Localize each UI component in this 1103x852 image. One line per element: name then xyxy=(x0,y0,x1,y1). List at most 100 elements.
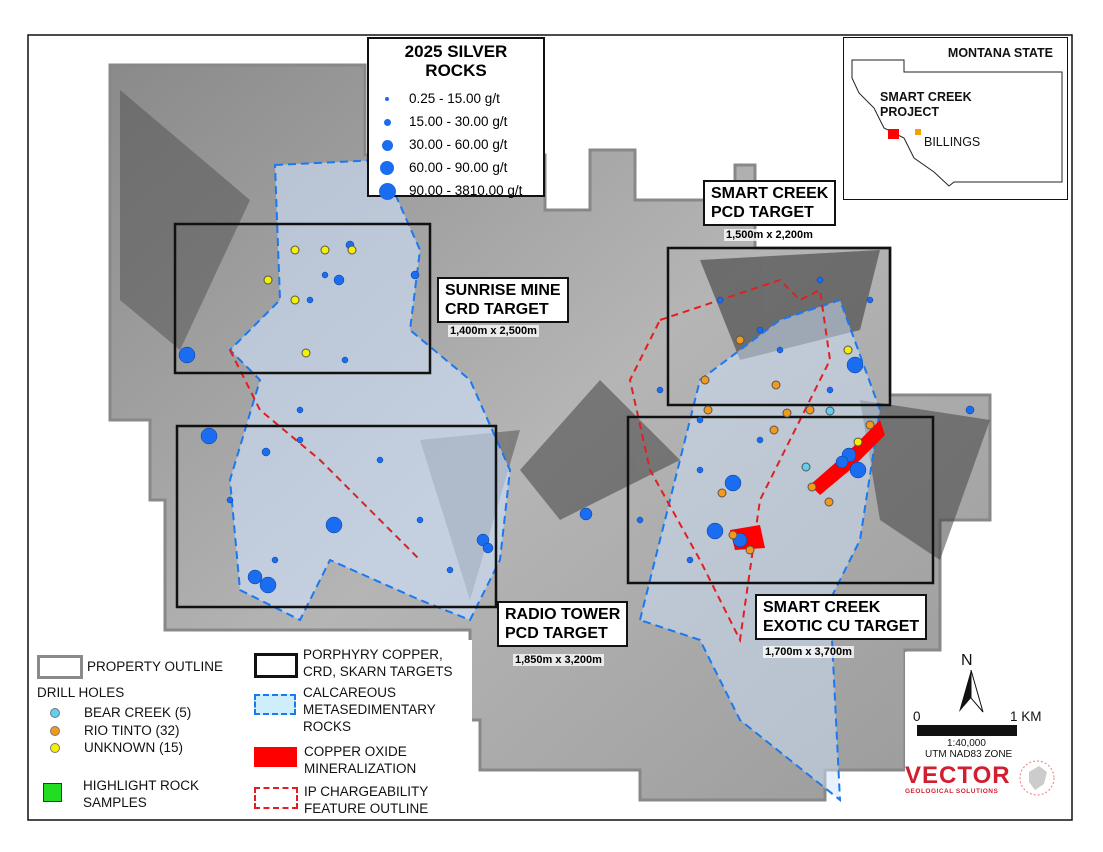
legend-unknown: UNKNOWN (15) xyxy=(84,740,184,755)
drill-hole-unknown xyxy=(853,437,863,447)
silver-class-symbol xyxy=(383,118,391,126)
target-label-radio-tower: RADIO TOWER PCD TARGET xyxy=(497,601,629,647)
silver-rock-sample xyxy=(482,542,494,554)
silver-class-row: 0.25 - 15.00 g/t xyxy=(369,89,543,109)
drill-hole-unknown xyxy=(290,245,300,255)
target-size-smart-creek-pcd: 1,500m x 2,200m xyxy=(724,229,815,241)
ip-chargeability-outline xyxy=(229,349,421,561)
target-label-smart-creek-exotic: SMART CREEK EXOTIC CU TARGET xyxy=(755,594,928,640)
silver-rock-sample xyxy=(756,326,764,334)
target-box-smart-creek-exotic xyxy=(626,415,935,585)
silver-class-row: 30.00 - 60.00 g/t xyxy=(369,135,543,155)
silver-legend-title: 2025 SILVER ROCKS xyxy=(404,42,508,80)
legend-targets: PORPHYRY COPPER, CRD, SKARN TARGETS xyxy=(303,647,453,679)
inset-map: MONTANA STATE SMART CREEK PROJECT BILLIN… xyxy=(843,37,1068,200)
drill-hole-unknown xyxy=(301,348,311,358)
silver-rock-sample xyxy=(476,533,490,547)
ip-swatch xyxy=(254,787,298,809)
silver-class-row: 90.00 - 3810.00 g/t xyxy=(369,181,543,201)
silver-rock-sample xyxy=(416,516,424,524)
target-label-sunrise: SUNRISE MINE CRD TARGET xyxy=(437,277,569,323)
scale-one-km: 1 KM xyxy=(1010,709,1042,724)
drill-hole-rio-tinto xyxy=(865,420,875,430)
silver-rock-sample xyxy=(716,296,724,304)
silver-legend: 2025 SILVER ROCKS 0.25 - 15.00 g/t 15.00 … xyxy=(367,37,545,200)
legend-property-outline: PROPERTY OUTLINE xyxy=(87,659,224,674)
silver-rock-sample xyxy=(756,436,764,444)
drill-hole-rio-tinto xyxy=(782,408,792,418)
silver-rock-sample xyxy=(579,507,593,521)
rio-tinto-swatch xyxy=(50,726,60,736)
highlight-swatch xyxy=(43,783,62,802)
target-size-smart-creek-exotic: 1,700m x 3,700m xyxy=(763,646,854,658)
silver-rock-sample xyxy=(296,406,304,414)
targets-swatch xyxy=(254,653,298,678)
silver-rock-sample xyxy=(271,556,279,564)
calcareous-rocks-area xyxy=(228,158,512,622)
drill-hole-bear-creek xyxy=(825,406,835,416)
silver-rock-sample xyxy=(446,566,454,574)
montana-outline xyxy=(851,59,1063,187)
silver-rock-sample xyxy=(247,569,263,585)
scale-ratio: 1:40,000 xyxy=(947,738,986,749)
silver-rock-sample xyxy=(333,274,345,286)
silver-rock-sample xyxy=(965,405,975,415)
drill-hole-rio-tinto xyxy=(745,545,755,555)
silver-rock-sample xyxy=(866,296,874,304)
silver-rock-sample xyxy=(200,427,218,445)
drill-hole-rio-tinto xyxy=(728,530,738,540)
drill-hole-unknown xyxy=(263,275,273,285)
drill-hole-rio-tinto xyxy=(703,405,713,415)
project-location-marker xyxy=(888,129,899,139)
billings-marker xyxy=(915,129,921,135)
legend-highlight: HIGHLIGHT ROCK SAMPLES xyxy=(83,778,200,810)
target-box-smart-creek-pcd xyxy=(666,246,892,407)
silver-rock-sample xyxy=(259,576,277,594)
inset-city-label: BILLINGS xyxy=(924,135,981,149)
ip-chargeability-outline xyxy=(628,278,832,644)
silver-rock-sample xyxy=(321,271,329,279)
silver-rock-sample xyxy=(226,496,234,504)
drill-hole-unknown xyxy=(320,245,330,255)
scale-bar xyxy=(917,725,1017,736)
silver-class-row: 15.00 - 30.00 g/t xyxy=(369,112,543,132)
silver-class-symbol xyxy=(381,139,393,151)
drill-hole-rio-tinto xyxy=(717,488,727,498)
drill-hole-unknown xyxy=(843,345,853,355)
drill-hole-bear-creek xyxy=(801,462,811,472)
unknown-swatch xyxy=(50,743,60,753)
target-size-radio-tower: 1,850m x 3,200m xyxy=(513,654,604,666)
silver-class-symbol xyxy=(380,161,394,175)
drill-hole-unknown xyxy=(347,245,357,255)
target-size-sunrise: 1,400m x 2,500m xyxy=(448,325,539,337)
target-box-radio-tower xyxy=(175,424,498,609)
silver-rock-sample xyxy=(178,346,196,364)
silver-class-row: 60.00 - 90.00 g/t xyxy=(369,158,543,178)
target-label-smart-creek-pcd: SMART CREEK PCD TARGET xyxy=(703,180,837,226)
silver-rock-sample xyxy=(636,516,644,524)
silver-rock-sample xyxy=(656,386,664,394)
scale-zero: 0 xyxy=(913,709,921,724)
drill-hole-rio-tinto xyxy=(700,375,710,385)
legend-copper-oxide: COPPER OXIDE MINERALIZATION xyxy=(304,744,417,776)
silver-rock-sample xyxy=(261,447,271,457)
silver-rock-sample xyxy=(696,416,704,424)
silver-rock-sample xyxy=(849,461,867,479)
silver-rock-sample xyxy=(376,456,384,464)
silver-rock-sample xyxy=(696,466,704,474)
silver-rock-sample xyxy=(776,346,784,354)
silver-class-symbol xyxy=(378,182,396,200)
silver-class-label: 30.00 - 60.00 g/t xyxy=(409,137,508,152)
silver-class-label: 90.00 - 3810.00 g/t xyxy=(409,183,523,198)
drill-hole-rio-tinto xyxy=(805,405,815,415)
silver-rock-sample xyxy=(816,276,824,284)
north-label: N xyxy=(961,652,973,669)
silver-class-label: 0.25 - 15.00 g/t xyxy=(409,91,500,106)
drill-hole-unknown xyxy=(290,295,300,305)
silver-class-symbol xyxy=(385,97,389,101)
legend-drill-holes: DRILL HOLES xyxy=(37,685,125,700)
scale-panel: N 0 1 KM 1:40,000 UTM NAD83 ZONE VECTOR … xyxy=(905,652,1055,817)
silver-rock-sample xyxy=(410,270,420,280)
silver-rock-sample xyxy=(835,455,849,469)
calcareous-rocks-area xyxy=(638,298,882,803)
